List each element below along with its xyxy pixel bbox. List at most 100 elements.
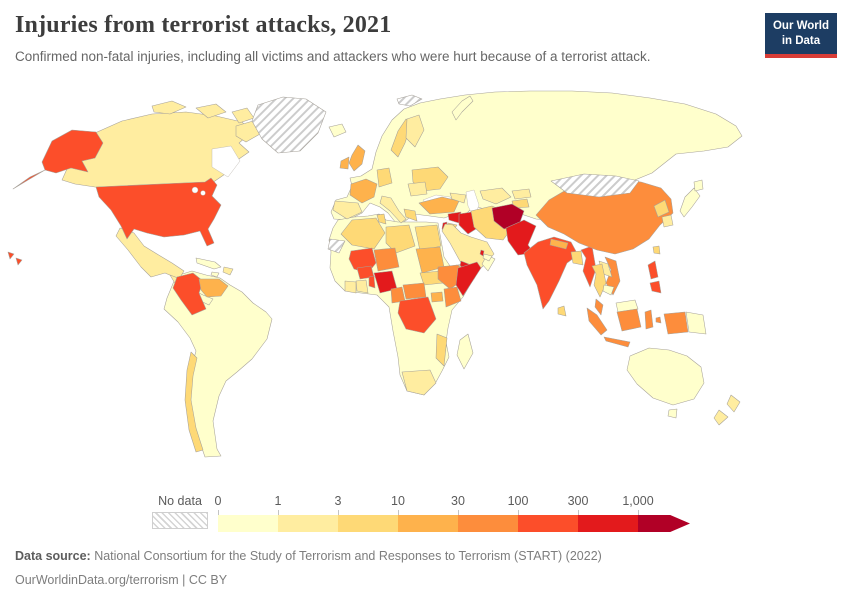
country-italy[interactable] xyxy=(379,195,407,224)
legend-no-data-label: No data xyxy=(158,494,202,508)
country-caucasus[interactable] xyxy=(449,192,467,204)
legend-segment-0-1[interactable] xyxy=(218,515,278,532)
country-egypt[interactable] xyxy=(414,224,442,252)
chart-title: Injuries from terrorist attacks, 2021 xyxy=(15,12,392,38)
owid-logo[interactable]: Our World in Data xyxy=(764,13,837,58)
country-uganda[interactable] xyxy=(430,291,444,303)
country-uk[interactable] xyxy=(348,144,366,172)
country-usa-hawaii-1[interactable] xyxy=(7,251,15,260)
country-ivory-coast[interactable] xyxy=(344,280,357,294)
country-usa-hawaii-2[interactable] xyxy=(15,257,23,266)
country-kenya[interactable] xyxy=(443,286,462,308)
country-philippines-mindanao[interactable] xyxy=(649,280,662,294)
country-vietnam[interactable] xyxy=(604,256,621,296)
country-sri-lanka[interactable] xyxy=(557,305,567,317)
country-canada-island-1[interactable] xyxy=(151,100,187,115)
country-greece[interactable] xyxy=(403,208,418,222)
country-madagascar[interactable] xyxy=(456,333,474,370)
country-cuba[interactable] xyxy=(195,257,222,270)
country-malaysia-peninsula[interactable] xyxy=(594,298,604,316)
country-usa-aleutians[interactable] xyxy=(12,169,46,190)
country-finland[interactable] xyxy=(405,114,425,148)
country-australia-tasmania[interactable] xyxy=(667,408,678,419)
country-algeria[interactable] xyxy=(340,217,386,250)
country-canada-baffin[interactable] xyxy=(235,120,261,143)
country-indonesia-sumatra[interactable] xyxy=(586,307,608,336)
country-india[interactable] xyxy=(523,236,579,310)
country-australia[interactable] xyxy=(626,347,705,406)
country-bangladesh[interactable] xyxy=(570,250,584,266)
legend-tick-label: 100 xyxy=(507,494,529,508)
great-lakes-2 xyxy=(200,190,206,196)
country-indonesia-java[interactable] xyxy=(603,336,631,348)
country-svalbard[interactable] xyxy=(396,94,423,107)
country-cambodia[interactable] xyxy=(602,284,615,296)
country-japan-hokkaido[interactable] xyxy=(693,179,704,192)
country-indonesia-kalimantan[interactable] xyxy=(616,308,642,332)
country-venezuela[interactable] xyxy=(198,278,229,298)
country-france[interactable] xyxy=(349,178,378,204)
owid-link[interactable]: OurWorldinData.org/terrorism | CC BY xyxy=(15,572,228,587)
legend-tick-line xyxy=(338,510,339,515)
country-indonesia-papua[interactable] xyxy=(663,311,689,335)
country-mozambique[interactable] xyxy=(435,333,448,367)
country-jamaica[interactable] xyxy=(210,271,220,278)
country-spain[interactable] xyxy=(332,200,363,220)
country-ghana[interactable] xyxy=(355,279,369,294)
country-niger[interactable] xyxy=(373,247,400,272)
country-tunisia[interactable] xyxy=(376,213,387,225)
country-romania[interactable] xyxy=(407,181,428,197)
country-western-sahara[interactable] xyxy=(327,238,346,254)
country-colombia[interactable] xyxy=(172,272,207,316)
country-usa[interactable] xyxy=(95,177,222,247)
legend-segment-100-300[interactable] xyxy=(518,515,578,532)
country-hispaniola[interactable] xyxy=(222,266,234,276)
country-libya[interactable] xyxy=(385,224,416,254)
country-indonesia-moluccas[interactable] xyxy=(655,316,662,324)
country-central-african-republic[interactable] xyxy=(402,282,427,300)
country-new-zealand-south[interactable] xyxy=(713,409,729,426)
country-mongolia[interactable] xyxy=(550,173,640,198)
chart-header: Injuries from terrorist attacks, 2021 Co… xyxy=(15,12,755,64)
country-philippines-luzon[interactable] xyxy=(647,260,659,280)
country-kyrgyzstan[interactable] xyxy=(511,188,532,200)
country-indonesia-sulawesi[interactable] xyxy=(644,309,654,330)
country-south-korea[interactable] xyxy=(661,214,674,228)
legend-no-data[interactable]: No data xyxy=(152,494,208,529)
country-uae[interactable] xyxy=(482,253,493,262)
legend-segment-30-100[interactable] xyxy=(458,515,518,532)
country-nepal[interactable] xyxy=(549,238,569,250)
country-new-zealand-north[interactable] xyxy=(726,394,741,413)
legend-segment-1-3[interactable] xyxy=(278,515,338,532)
country-malaysia-borneo[interactable] xyxy=(615,299,639,313)
country-canada-island-2[interactable] xyxy=(195,103,227,119)
country-germany[interactable] xyxy=(376,167,393,188)
country-turkey[interactable] xyxy=(418,196,460,215)
country-dr-congo[interactable] xyxy=(397,296,437,334)
legend-tick-label: 3 xyxy=(334,494,342,508)
country-south-africa[interactable] xyxy=(401,369,437,396)
legend-segment-10-30[interactable] xyxy=(398,515,458,532)
data-source-text: National Consortium for the Study of Ter… xyxy=(90,549,602,563)
country-chile[interactable] xyxy=(184,351,204,453)
country-uzbekistan[interactable] xyxy=(479,187,512,205)
country-usa-alaska[interactable] xyxy=(41,129,104,174)
country-ireland[interactable] xyxy=(339,156,350,170)
region-south-america-base[interactable] xyxy=(163,270,273,458)
country-thailand[interactable] xyxy=(591,263,607,298)
country-north-korea[interactable] xyxy=(653,199,670,218)
country-taiwan[interactable] xyxy=(652,245,661,255)
country-somalia[interactable] xyxy=(455,261,482,297)
country-japan[interactable] xyxy=(679,187,701,218)
country-novaya-zemlya[interactable] xyxy=(451,95,474,121)
country-benin[interactable] xyxy=(368,275,376,289)
country-greenland[interactable] xyxy=(251,96,327,154)
country-qatar[interactable] xyxy=(479,249,485,257)
legend-segment-1000+[interactable] xyxy=(638,515,690,532)
country-papua-new-guinea[interactable] xyxy=(685,311,707,335)
legend-segment-300-1000[interactable] xyxy=(578,515,638,532)
legend-segment-3-10[interactable] xyxy=(338,515,398,532)
country-iceland[interactable] xyxy=(328,123,347,138)
